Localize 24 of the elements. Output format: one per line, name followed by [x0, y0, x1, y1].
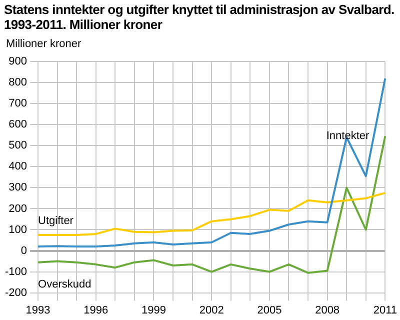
- y-tick-label: 600: [8, 118, 28, 131]
- y-tick-label: 200: [8, 202, 28, 215]
- x-tick-label: 2002: [199, 304, 224, 316]
- x-tick-label: 2011: [373, 304, 397, 316]
- y-tick-label: 300: [8, 182, 28, 194]
- y-tick-label: 900: [8, 56, 28, 68]
- x-tick-label: 1993: [26, 304, 50, 316]
- y-tick-label: 500: [8, 140, 28, 152]
- series-label: Inntekter: [326, 130, 370, 142]
- y-tick-label: -100: [4, 266, 28, 278]
- y-tick-label: 0: [20, 244, 28, 257]
- x-tick-label: 1999: [141, 304, 166, 316]
- y-tick-label: 400: [8, 160, 28, 173]
- y-tick-label: 800: [8, 76, 28, 89]
- y-tick-label: 700: [8, 98, 28, 110]
- x-tick-label: 2008: [315, 304, 340, 316]
- y-tick-label: -200: [4, 286, 28, 299]
- series-label: Overskudd: [38, 278, 92, 290]
- x-tick-label: 2005: [257, 304, 282, 316]
- x-tick-label: 1996: [84, 304, 108, 316]
- chart-title: Statens inntekter og utgifter knyttet til administrasjon av Svalbard. 1993-2011. Millioner kroner: [4, 2, 396, 32]
- y-axis-title: Millioner kroner: [6, 38, 82, 50]
- series-label: Utgifter: [38, 215, 74, 228]
- y-tick-label: 100: [8, 224, 28, 236]
